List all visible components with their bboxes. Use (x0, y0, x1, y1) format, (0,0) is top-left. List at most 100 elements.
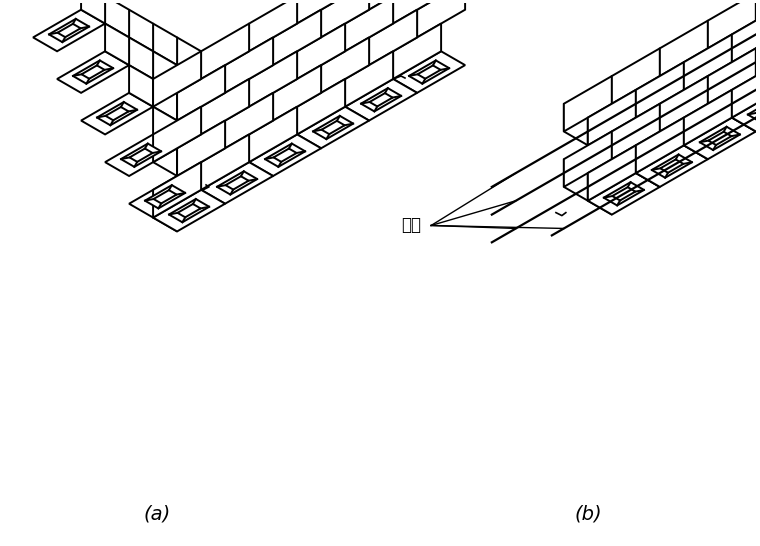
Polygon shape (588, 117, 612, 159)
Polygon shape (369, 10, 417, 65)
Polygon shape (345, 51, 393, 106)
Polygon shape (660, 48, 684, 90)
Polygon shape (177, 65, 225, 121)
Polygon shape (273, 65, 321, 121)
Polygon shape (105, 0, 129, 38)
Polygon shape (177, 38, 201, 79)
Polygon shape (660, 159, 683, 173)
Polygon shape (588, 173, 660, 215)
Polygon shape (217, 171, 257, 194)
Polygon shape (81, 66, 105, 79)
Polygon shape (274, 149, 296, 162)
Polygon shape (684, 90, 732, 145)
Polygon shape (105, 134, 177, 176)
Polygon shape (345, 79, 417, 121)
Polygon shape (588, 145, 636, 201)
Polygon shape (105, 23, 129, 65)
Polygon shape (97, 102, 138, 125)
Polygon shape (201, 23, 249, 79)
Polygon shape (708, 132, 731, 145)
Polygon shape (153, 79, 177, 121)
Polygon shape (409, 61, 449, 84)
Polygon shape (652, 155, 692, 178)
Polygon shape (588, 173, 612, 215)
Polygon shape (613, 187, 635, 200)
Polygon shape (177, 93, 201, 134)
Polygon shape (756, 48, 760, 90)
Polygon shape (321, 121, 344, 134)
Polygon shape (313, 116, 353, 139)
Polygon shape (393, 51, 465, 93)
Polygon shape (249, 0, 297, 51)
Polygon shape (369, 93, 393, 106)
Polygon shape (732, 62, 760, 117)
Polygon shape (177, 121, 225, 176)
Polygon shape (636, 90, 660, 132)
Polygon shape (756, 0, 760, 34)
Polygon shape (708, 76, 732, 117)
Polygon shape (153, 106, 177, 149)
Polygon shape (81, 93, 153, 134)
Polygon shape (121, 144, 161, 167)
Polygon shape (756, 21, 760, 76)
Polygon shape (153, 134, 177, 176)
Polygon shape (129, 176, 201, 217)
Polygon shape (361, 88, 401, 111)
Polygon shape (748, 99, 760, 122)
Polygon shape (178, 204, 201, 217)
Polygon shape (153, 190, 177, 232)
Polygon shape (249, 51, 297, 106)
Polygon shape (177, 149, 201, 190)
Polygon shape (177, 149, 201, 190)
Polygon shape (756, 0, 760, 21)
Polygon shape (321, 0, 369, 38)
Polygon shape (106, 107, 128, 120)
Polygon shape (732, 7, 760, 62)
Polygon shape (201, 134, 249, 190)
Polygon shape (145, 185, 185, 209)
Polygon shape (369, 0, 417, 10)
Polygon shape (129, 65, 153, 106)
Polygon shape (201, 162, 273, 204)
Polygon shape (564, 132, 612, 187)
Polygon shape (169, 199, 209, 222)
Polygon shape (393, 0, 441, 23)
Polygon shape (49, 19, 89, 42)
Polygon shape (612, 132, 636, 173)
Polygon shape (153, 51, 201, 106)
Polygon shape (708, 48, 756, 104)
Polygon shape (345, 0, 393, 51)
Polygon shape (177, 65, 201, 106)
Polygon shape (297, 0, 345, 23)
Polygon shape (57, 51, 129, 93)
Polygon shape (708, 21, 732, 62)
Polygon shape (732, 34, 756, 76)
Polygon shape (153, 162, 201, 217)
Polygon shape (756, 104, 760, 117)
Polygon shape (612, 48, 660, 104)
Polygon shape (636, 62, 684, 117)
Polygon shape (732, 90, 756, 132)
Polygon shape (708, 0, 756, 48)
Polygon shape (225, 38, 273, 93)
Polygon shape (684, 117, 756, 159)
Polygon shape (603, 182, 644, 205)
Polygon shape (684, 34, 732, 90)
Polygon shape (177, 93, 201, 134)
Polygon shape (249, 106, 297, 162)
Polygon shape (249, 134, 321, 176)
Polygon shape (564, 159, 588, 201)
Text: (b): (b) (574, 504, 602, 523)
Polygon shape (153, 23, 177, 65)
Polygon shape (226, 176, 249, 189)
Polygon shape (58, 24, 81, 37)
Polygon shape (393, 23, 441, 79)
Polygon shape (177, 121, 201, 162)
Polygon shape (297, 79, 345, 134)
Polygon shape (297, 106, 369, 149)
Text: (a): (a) (144, 504, 171, 523)
Polygon shape (684, 117, 708, 159)
Polygon shape (154, 190, 176, 204)
Polygon shape (297, 23, 345, 79)
Polygon shape (612, 76, 636, 117)
